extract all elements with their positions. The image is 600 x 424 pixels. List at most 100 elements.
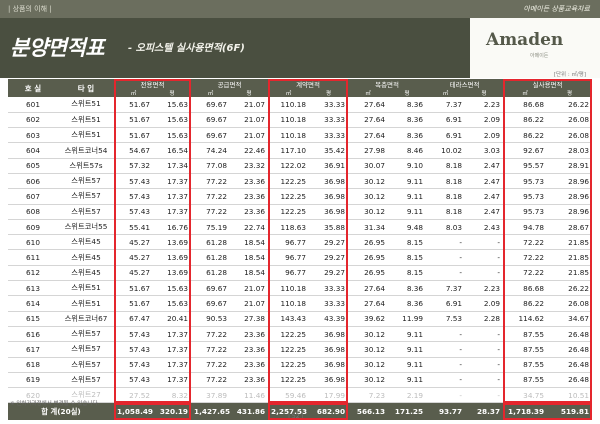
value-cell: 75.19 [191, 219, 231, 236]
value-cell: 10.51 [547, 387, 593, 404]
value-cell: 9.11 [388, 341, 427, 358]
value-cell: - [426, 249, 466, 266]
sub-header-sqm: ㎡ [114, 89, 153, 97]
value-cell: 31.34 [348, 219, 389, 236]
value-cell: 8.36 [388, 295, 427, 312]
total-cell: 1,718.39 [503, 402, 548, 420]
col-header-type: 타 입 [58, 79, 114, 97]
value-cell: 59.46 [268, 387, 310, 404]
value-cell: 122.02 [268, 158, 310, 174]
type-cell: 스위트57 [58, 341, 114, 358]
value-cell: 30.12 [348, 341, 389, 358]
value-cell: 26.08 [547, 112, 593, 129]
value-cell: 26.08 [547, 295, 593, 312]
value-cell: 23.36 [230, 326, 269, 343]
sub-header-sqm: ㎡ [191, 89, 231, 97]
room-cell: 615 [8, 311, 58, 327]
value-cell: - [465, 249, 504, 266]
value-cell: 96.77 [268, 234, 310, 251]
value-cell: 26.95 [348, 265, 389, 282]
value-cell: 8.36 [388, 112, 427, 129]
type-cell: 스위트코너54 [58, 142, 114, 159]
value-cell: 122.25 [268, 173, 310, 190]
value-cell: 20.41 [153, 311, 192, 327]
value-cell: 57.43 [114, 357, 153, 373]
table-row: 605 스위트57s 57.32 17.34 77.08 23.32 122.02 36.91… [8, 158, 593, 174]
value-cell: 33.33 [309, 112, 349, 129]
value-cell: 13.69 [153, 234, 192, 251]
value-cell: 27.52 [114, 387, 153, 404]
col-header-terrace: 테라스면적 [426, 79, 504, 89]
value-cell: 90.53 [191, 311, 231, 327]
total-cell: 93.77 [426, 402, 466, 420]
hero-background [0, 18, 470, 78]
value-cell: 77.22 [191, 341, 231, 358]
value-cell: 2.47 [465, 188, 504, 205]
value-cell: 26.48 [547, 326, 593, 343]
value-cell: 8.46 [388, 142, 427, 159]
value-cell: 29.27 [309, 265, 349, 282]
value-cell: 23.36 [230, 204, 269, 220]
value-cell: 110.18 [268, 112, 310, 129]
value-cell: 110.18 [268, 97, 310, 113]
value-cell: 22.74 [230, 219, 269, 236]
col-header-supply: 공급면적 [191, 79, 269, 89]
value-cell: 15.63 [153, 97, 192, 113]
value-cell: 26.95 [348, 234, 389, 251]
value-cell: 9.11 [388, 372, 427, 389]
value-cell: 8.36 [388, 127, 427, 144]
table-row: 601 스위트51 51.67 15.63 69.67 21.07 110.18 33.33 2… [8, 97, 593, 113]
room-cell: 614 [8, 295, 58, 312]
table-row: 619 스위트57 57.43 17.37 77.22 23.36 122.25 36.98 3… [8, 372, 593, 389]
value-cell: 26.48 [547, 341, 593, 358]
logo-wordmark: Amaden [486, 30, 564, 50]
value-cell: 35.42 [309, 142, 349, 159]
value-cell: 30.12 [348, 372, 389, 389]
value-cell: - [426, 326, 466, 343]
value-cell: 9.11 [388, 173, 427, 190]
total-cell: 519.81 [547, 402, 593, 420]
value-cell: 122.25 [268, 357, 310, 373]
value-cell: 77.22 [191, 173, 231, 190]
hero-banner: 분양면적표 - 오피스텔 실사용면적(6F) Amaden 아메이든 [0, 18, 600, 78]
value-cell: 94.78 [503, 219, 548, 236]
value-cell: 28.96 [547, 204, 593, 220]
value-cell: 27.64 [348, 112, 389, 129]
value-cell: 9.11 [388, 357, 427, 373]
value-cell: 21.07 [230, 280, 269, 297]
sub-header-pyeong: 평 [230, 89, 269, 97]
value-cell: 57.43 [114, 173, 153, 190]
room-cell: 613 [8, 280, 58, 297]
value-cell: 118.63 [268, 219, 310, 236]
value-cell: 15.63 [153, 280, 192, 297]
value-cell: 17.37 [153, 341, 192, 358]
value-cell: 57.43 [114, 204, 153, 220]
col-header-actual: 실사용면적 [503, 79, 593, 89]
value-cell: 45.27 [114, 249, 153, 266]
top-bar: | 상품의 이해 | 아메이든 상품교육자료 [0, 0, 600, 18]
room-cell: 620 [8, 387, 58, 404]
sub-header-pyeong: 평 [388, 89, 427, 97]
table-row: 603 스위트51 51.67 15.63 69.67 21.07 110.18 33.33 2… [8, 127, 593, 144]
value-cell: 86.22 [503, 112, 548, 129]
value-cell: - [465, 265, 504, 282]
value-cell: 61.28 [191, 234, 231, 251]
value-cell: 86.68 [503, 280, 548, 297]
type-cell: 스위트57 [58, 188, 114, 205]
value-cell: 8.15 [388, 249, 427, 266]
value-cell: 2.47 [465, 204, 504, 220]
value-cell: 72.22 [503, 249, 548, 266]
value-cell: 23.36 [230, 372, 269, 389]
table-row: 611 스위트45 45.27 13.69 61.28 18.54 96.77 29.27 26… [8, 249, 593, 266]
value-cell: 21.07 [230, 112, 269, 129]
value-cell: 8.32 [153, 387, 192, 404]
value-cell: 57.43 [114, 326, 153, 343]
type-cell: 스위트51 [58, 127, 114, 144]
value-cell: - [465, 357, 504, 373]
value-cell: 26.22 [547, 280, 593, 297]
value-cell: 26.48 [547, 372, 593, 389]
col-header-exclusive: 전용면적 [114, 79, 192, 89]
value-cell: 17.37 [153, 357, 192, 373]
total-label: 합 계(20실) [8, 402, 114, 420]
total-cell: 28.37 [465, 402, 504, 420]
